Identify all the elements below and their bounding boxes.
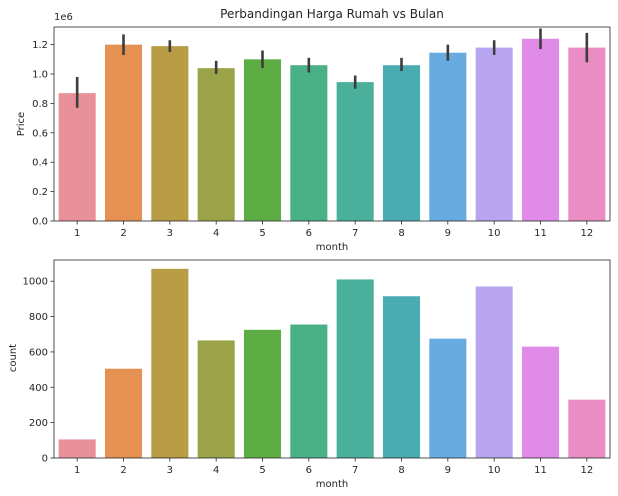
chart-title: Perbandingan Harga Rumah vs Bulan xyxy=(220,7,444,21)
bar-month-3 xyxy=(151,268,189,458)
x-tick-label: 1 xyxy=(74,228,80,239)
x-tick-label: 3 xyxy=(167,228,173,239)
x-tick-label: 4 xyxy=(213,228,219,239)
y-tick-label: 0.8 xyxy=(32,99,48,110)
x-tick-label: 6 xyxy=(306,465,312,476)
x-tick-label: 7 xyxy=(352,465,358,476)
bar-month-12 xyxy=(568,47,606,221)
bar-month-9 xyxy=(429,52,467,221)
y-tick-label: 800 xyxy=(29,312,48,323)
y-tick-label: 1.2 xyxy=(32,40,48,51)
x-tick-label: 8 xyxy=(398,228,404,239)
bar-month-6 xyxy=(290,65,328,221)
bar-month-11 xyxy=(521,38,560,222)
y-tick-label: 0 xyxy=(42,454,48,465)
bar-month-2 xyxy=(104,44,143,221)
x-tick-label: 10 xyxy=(488,465,501,476)
bar-month-12 xyxy=(568,399,606,458)
x-tick-label: 9 xyxy=(445,228,451,239)
bar-month-10 xyxy=(475,286,513,458)
x-tick-label: 11 xyxy=(534,465,547,476)
bar-month-1 xyxy=(58,439,96,458)
x-tick-label: 2 xyxy=(120,228,126,239)
y-axis-label: count xyxy=(8,344,19,372)
x-axis-label: month xyxy=(316,479,348,490)
x-tick-label: 1 xyxy=(74,465,80,476)
bar-month-6 xyxy=(290,324,328,458)
x-tick-label: 8 xyxy=(398,465,404,476)
bar-month-3 xyxy=(151,46,189,221)
x-tick-label: 3 xyxy=(167,465,173,476)
y-tick-label: 1000 xyxy=(23,277,48,288)
bar-month-2 xyxy=(104,368,143,458)
x-tick-label: 7 xyxy=(352,228,358,239)
bar-month-9 xyxy=(429,338,467,458)
x-axis-label: month xyxy=(316,242,348,253)
x-tick-label: 4 xyxy=(213,465,219,476)
price-bar-chart: Perbandingan Harga Rumah vs Bulan 1e6 Pr… xyxy=(16,7,611,253)
y-tick-label: 400 xyxy=(29,383,48,394)
bar-month-1 xyxy=(58,93,96,221)
x-tick-label: 11 xyxy=(534,228,547,239)
y-tick-label: 200 xyxy=(29,418,48,429)
bar-month-7 xyxy=(336,82,374,221)
y-tick-label: 0.4 xyxy=(32,158,48,169)
x-tick-label: 5 xyxy=(259,228,265,239)
x-tick-label: 5 xyxy=(259,465,265,476)
x-tick-label: 9 xyxy=(445,465,451,476)
y-axis-label: Price xyxy=(16,112,27,136)
bar-month-5 xyxy=(243,59,282,222)
plot-frame xyxy=(53,259,611,459)
x-tick-label: 10 xyxy=(488,228,501,239)
y-tick-label: 0.2 xyxy=(32,187,48,198)
y-offset-label: 1e6 xyxy=(54,12,73,23)
x-tick-label: 12 xyxy=(580,228,593,239)
bar-month-8 xyxy=(382,65,421,221)
x-tick-label: 6 xyxy=(306,228,312,239)
bar-month-7 xyxy=(336,279,374,458)
y-tick-label: 1.0 xyxy=(32,70,48,81)
bar-month-4 xyxy=(197,68,235,221)
x-tick-label: 2 xyxy=(120,465,126,476)
bar-month-11 xyxy=(521,346,560,458)
y-tick-label: 0.0 xyxy=(32,217,48,228)
y-tick-label: 0.6 xyxy=(32,128,48,139)
y-tick-label: 600 xyxy=(29,347,48,358)
bar-month-8 xyxy=(382,296,421,458)
bar-month-10 xyxy=(475,47,513,221)
bar-month-5 xyxy=(243,329,282,458)
bar-month-4 xyxy=(197,340,235,458)
plot-frame xyxy=(53,26,611,222)
x-tick-label: 12 xyxy=(580,465,593,476)
